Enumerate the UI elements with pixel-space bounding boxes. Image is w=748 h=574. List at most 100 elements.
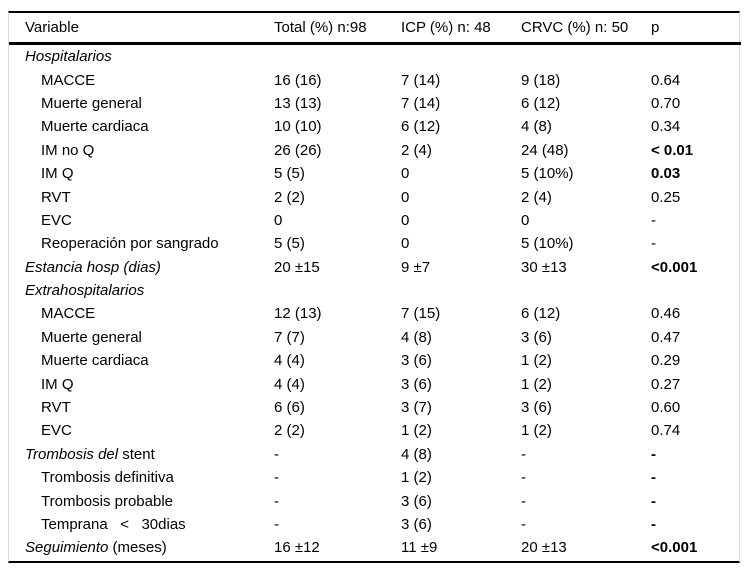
p-value-cell: <0.001	[651, 539, 698, 557]
row-label: IM Q	[9, 372, 274, 395]
value-cell: 4 (8)	[401, 445, 432, 463]
table-row: EVC 0 0 0 -	[9, 209, 741, 232]
row-label: RVT	[9, 185, 274, 208]
value-cell: 7 (14)	[401, 94, 441, 112]
row-label: Muerte general	[9, 326, 274, 349]
row-label-text: Trombosis definitiva	[41, 469, 174, 487]
value-cell: 4 (4)	[274, 375, 305, 393]
table-row: RVT 2 (2) 0 2 (4) 0.25	[9, 185, 741, 208]
row-label: Estancia hosp (dias)	[9, 256, 274, 279]
row-label-text: Hospitalarios	[25, 48, 112, 66]
value-cell: 6 (6)	[274, 399, 305, 417]
header-icp: ICP (%) n: 48	[401, 13, 521, 45]
value-cell: 16 (16)	[274, 71, 322, 89]
value-cell: 11 ±9	[401, 539, 438, 557]
table-row: Extrahospitalarios	[9, 279, 741, 302]
row-label-text: Temprana < 30dias	[41, 516, 186, 533]
value-cell: 6 (12)	[401, 118, 441, 136]
row-label: IM Q	[9, 162, 274, 185]
p-value-cell: 0.47	[651, 328, 681, 346]
value-cell: -	[274, 516, 279, 533]
header-row: Variable Total (%) n:98 ICP (%) n: 48 CR…	[9, 13, 741, 45]
row-label: Muerte cardiaca	[9, 115, 274, 138]
row-label: MACCE	[9, 302, 274, 325]
p-value-cell: <0.001	[651, 258, 698, 276]
row-label: Extrahospitalarios	[9, 279, 274, 302]
value-cell: 26 (26)	[274, 141, 322, 159]
value-cell: -	[521, 492, 526, 510]
p-value-cell: 0.25	[651, 188, 681, 206]
p-value-cell	[651, 44, 741, 69]
value-cell: 1 (2)	[521, 375, 552, 393]
row-label: EVC	[9, 209, 274, 232]
value-cell: 2 (2)	[274, 422, 305, 440]
row-label: Muerte cardiaca	[9, 349, 274, 372]
value-cell: 9 (18)	[521, 71, 561, 89]
row-label-text: IM no Q	[41, 141, 95, 159]
p-value-cell: 0.74	[651, 422, 681, 440]
outcomes-table-frame: Variable Total (%) n:98 ICP (%) n: 48 CR…	[8, 11, 741, 563]
value-cell	[521, 279, 651, 302]
p-value-cell: -	[651, 445, 656, 463]
row-label: EVC	[9, 419, 274, 442]
value-cell: 7 (14)	[401, 71, 441, 89]
value-cell: 6 (12)	[521, 94, 561, 112]
value-cell: 0	[401, 211, 410, 229]
table-row: RVT 6 (6) 3 (7) 3 (6) 0.60	[9, 396, 741, 419]
value-cell: 0	[401, 165, 410, 183]
value-cell: 5 (10%)	[521, 165, 574, 183]
value-cell	[274, 44, 401, 69]
table-row: Estancia hosp (dias) 20 ±15 9 ±7 30 ±13 <0.0…	[9, 256, 741, 279]
table-row: IM Q 5 (5) 0 5 (10%) 0.03	[9, 162, 741, 185]
header-crvc: CRVC (%) n: 50	[521, 13, 651, 45]
p-value-cell: -	[651, 492, 656, 510]
value-cell: 7 (15)	[401, 305, 441, 323]
row-label: Hospitalarios	[9, 44, 274, 69]
value-cell: 24 (48)	[521, 141, 569, 159]
row-label-text: Muerte cardiaca	[41, 352, 149, 370]
row-label-text: Trombosis del	[25, 445, 119, 463]
header-total: Total (%) n:98	[274, 13, 401, 45]
table-row: Muerte general 13 (13) 7 (14) 6 (12) 0.70	[9, 92, 741, 115]
table-row: Muerte general 7 (7) 4 (8) 3 (6) 0.47	[9, 326, 741, 349]
value-cell	[401, 279, 521, 302]
table-row: EVC 2 (2) 1 (2) 1 (2) 0.74	[9, 419, 741, 442]
row-label-text: Seguimiento	[25, 539, 109, 557]
p-value-cell: 0.60	[651, 399, 681, 417]
value-cell: 0	[521, 211, 530, 229]
row-label: Trombosis probable	[9, 489, 274, 512]
table-row: Reoperación por sangrado 5 (5) 0 5 (10%) -	[9, 232, 741, 255]
value-cell: -	[521, 469, 526, 487]
p-value-cell	[651, 279, 741, 302]
row-label-text: EVC	[41, 211, 72, 229]
value-cell: 0	[401, 235, 410, 253]
row-label: Reoperación por sangrado	[9, 232, 274, 255]
row-label-text: Estancia hosp (dias)	[25, 258, 161, 276]
table-row: IM no Q 26 (26) 2 (4) 24 (48) < 0.01	[9, 139, 741, 162]
value-cell: -	[274, 469, 279, 487]
p-value-cell: 0.27	[651, 375, 681, 393]
value-cell: 5 (10%)	[521, 235, 574, 253]
row-label-text: IM Q	[41, 165, 74, 183]
row-label-text: (meses)	[108, 539, 167, 557]
p-value-cell: 0.46	[651, 305, 681, 323]
row-label-text: IM Q	[41, 375, 74, 393]
table-row: MACCE 16 (16) 7 (14) 9 (18) 0.64	[9, 68, 741, 91]
table-body: Hospitalarios MACCE 16 (16) 7 (14) 9 (18) 0.6…	[9, 44, 741, 560]
row-label-text: stent	[118, 445, 155, 463]
value-cell: 2 (4)	[521, 188, 552, 206]
value-cell: 4 (4)	[274, 352, 305, 370]
value-cell: 10 (10)	[274, 118, 322, 136]
value-cell	[401, 44, 521, 69]
value-cell: 16 ±12	[274, 539, 320, 557]
value-cell	[274, 279, 401, 302]
table-row: IM Q 4 (4) 3 (6) 1 (2) 0.27	[9, 372, 741, 395]
p-value-cell: 0.29	[651, 352, 681, 370]
p-value-cell: 0.34	[651, 118, 681, 136]
header-variable: Variable	[9, 13, 274, 45]
p-value-cell: -	[651, 469, 656, 487]
row-label-text: Trombosis probable	[41, 492, 174, 510]
row-label-text: Muerte general	[41, 94, 142, 112]
row-label: Trombosis del stent	[9, 443, 274, 466]
value-cell: 4 (8)	[401, 328, 432, 346]
